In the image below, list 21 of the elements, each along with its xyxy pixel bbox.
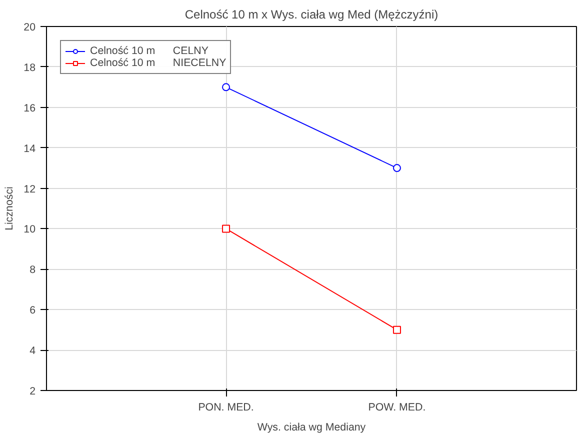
y-tick-label: 12 xyxy=(24,183,36,196)
legend-label: Celność 10 m CELNY xyxy=(90,45,208,57)
y-tick-label: 8 xyxy=(30,264,36,276)
y-tick-label: 20 xyxy=(24,22,36,34)
y-tick-label: 4 xyxy=(30,345,36,358)
y-tick-label: 2 xyxy=(30,386,36,398)
y-tick-label: 16 xyxy=(24,102,36,114)
y-tick-label: 18 xyxy=(24,62,36,74)
chart-title: Celność 10 m x Wys. ciała wg Med (Mężczyźni) xyxy=(184,8,438,22)
x-tick-label: PON. MED. xyxy=(198,402,254,414)
y-axis-title: Liczności xyxy=(4,186,16,230)
point xyxy=(222,83,230,92)
y-tick-label: 14 xyxy=(24,142,36,155)
point xyxy=(222,224,230,233)
x-tick-label: POW. MED. xyxy=(368,402,426,414)
y-tick-label: 6 xyxy=(30,304,36,317)
point xyxy=(392,326,401,334)
x-axis-title: Wys. ciała wg Mediany xyxy=(257,422,366,434)
legend-label: Celność 10 m NIECELNY xyxy=(90,57,226,69)
y-tick-label: 10 xyxy=(24,224,36,236)
point xyxy=(392,164,401,172)
